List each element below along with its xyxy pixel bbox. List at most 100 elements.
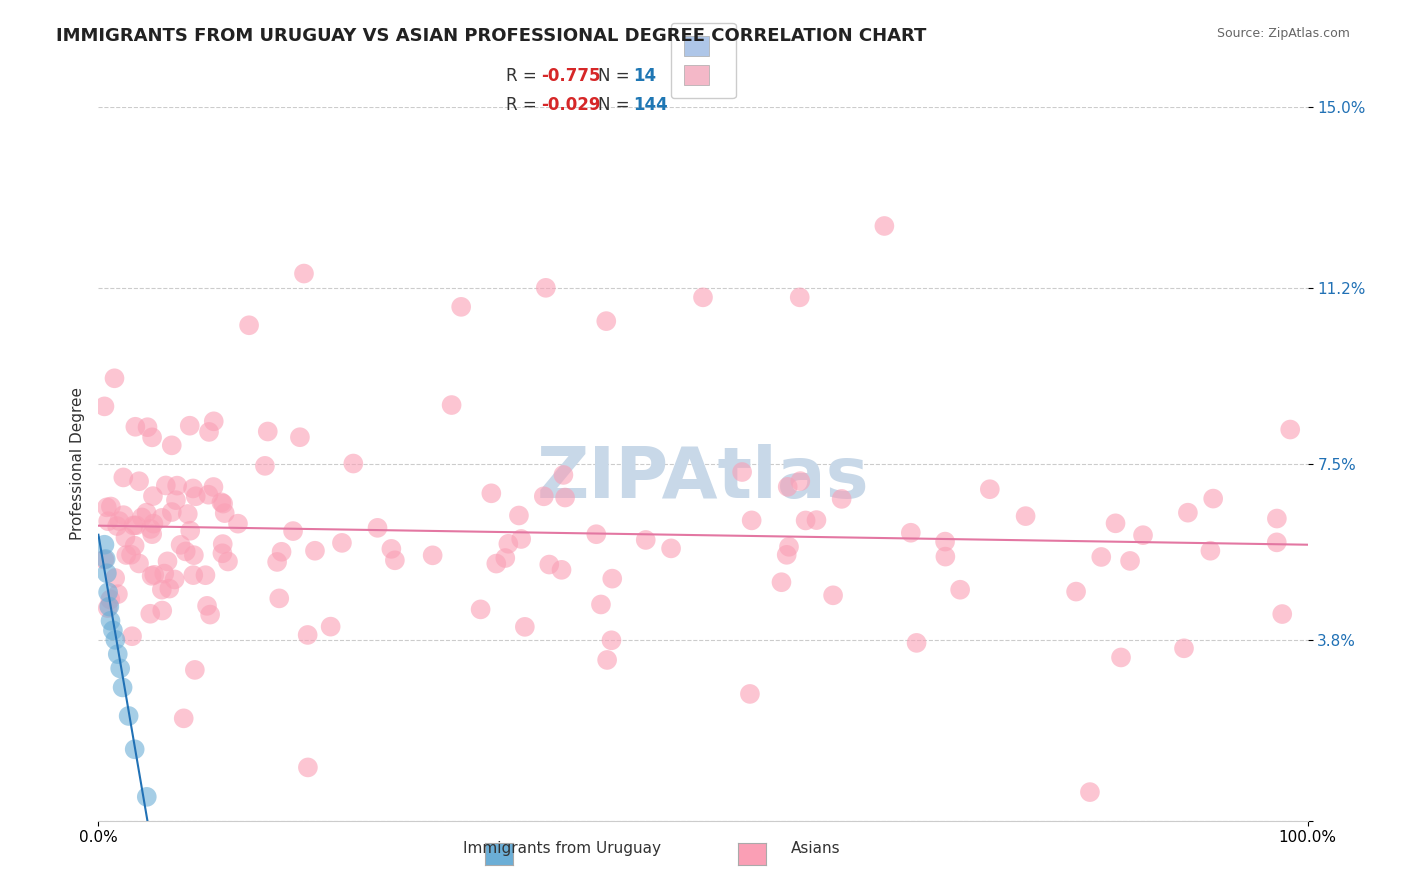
Point [179, 524, 201, 538]
Text: R =: R = [506, 96, 543, 114]
Point [155, 478, 177, 492]
Point [831, 491, 853, 506]
Point [1132, 528, 1154, 542]
Point [934, 534, 956, 549]
Point [550, 563, 572, 577]
Point [1279, 423, 1302, 437]
Point [101, 624, 124, 638]
Point [1173, 641, 1195, 656]
Point [380, 541, 402, 556]
Point [198, 425, 221, 439]
Point [194, 568, 217, 582]
Point [100, 500, 122, 514]
Point [111, 681, 134, 695]
Point [97, 514, 120, 528]
Point [253, 458, 276, 473]
Point [143, 567, 166, 582]
Point [214, 506, 236, 520]
Point [226, 516, 249, 531]
Point [1109, 650, 1132, 665]
Point [794, 513, 817, 527]
Point [181, 568, 204, 582]
Point [266, 555, 288, 569]
Point [494, 551, 516, 566]
Point [367, 521, 389, 535]
Point [183, 548, 205, 562]
Point [173, 711, 195, 725]
Point [163, 573, 186, 587]
Point [96, 566, 118, 581]
Point [600, 633, 623, 648]
Point [98, 599, 121, 614]
Point [256, 425, 278, 439]
Point [139, 607, 162, 621]
Point [776, 480, 799, 494]
Point [1177, 506, 1199, 520]
Text: Asians: Asians [790, 841, 841, 856]
Point [209, 495, 232, 509]
Point [139, 522, 162, 536]
Point [141, 569, 163, 583]
Point [103, 371, 125, 385]
Point [195, 599, 218, 613]
Text: Immigrants from Uruguay: Immigrants from Uruguay [464, 841, 661, 856]
Point [120, 548, 142, 562]
Point [157, 582, 180, 596]
Point [450, 300, 472, 314]
Point [485, 557, 508, 571]
Point [1265, 535, 1288, 549]
Text: 144: 144 [633, 96, 668, 114]
Point [174, 544, 197, 558]
Point [659, 541, 682, 556]
Point [128, 474, 150, 488]
Point [731, 465, 754, 479]
Point [150, 582, 173, 597]
Point [1078, 785, 1101, 799]
Text: Source: ZipAtlas.com: Source: ZipAtlas.com [1216, 27, 1350, 40]
Point [770, 575, 793, 590]
Point [115, 548, 138, 562]
Point [538, 558, 561, 572]
Point [96, 500, 118, 515]
Point [422, 549, 444, 563]
Point [270, 545, 292, 559]
Point [142, 516, 165, 531]
Point [156, 554, 179, 568]
Point [211, 546, 233, 560]
Point [166, 478, 188, 492]
Point [979, 482, 1001, 496]
Point [212, 497, 235, 511]
Text: -0.029: -0.029 [541, 96, 600, 114]
Point [384, 553, 406, 567]
Point [776, 548, 799, 562]
Point [1199, 543, 1222, 558]
Point [128, 557, 150, 571]
Point [440, 398, 463, 412]
Point [100, 614, 122, 628]
Point [1119, 554, 1142, 568]
Point [153, 566, 176, 581]
Point [97, 585, 120, 599]
Point [589, 598, 612, 612]
Point [93, 552, 115, 566]
Point [319, 620, 342, 634]
Point [905, 636, 928, 650]
Point [741, 513, 763, 527]
Point [508, 508, 530, 523]
Point [97, 601, 120, 615]
Point [949, 582, 972, 597]
Point [135, 789, 157, 804]
Point [118, 709, 141, 723]
Point [596, 653, 619, 667]
Point [533, 489, 555, 503]
Text: ZIPAtlas: ZIPAtlas [537, 443, 869, 513]
Point [789, 290, 811, 304]
Point [198, 607, 221, 622]
Point [513, 620, 536, 634]
Point [217, 554, 239, 568]
Point [292, 267, 315, 281]
Point [1104, 516, 1126, 531]
Point [873, 219, 896, 233]
Point [184, 489, 207, 503]
Point [202, 414, 225, 428]
